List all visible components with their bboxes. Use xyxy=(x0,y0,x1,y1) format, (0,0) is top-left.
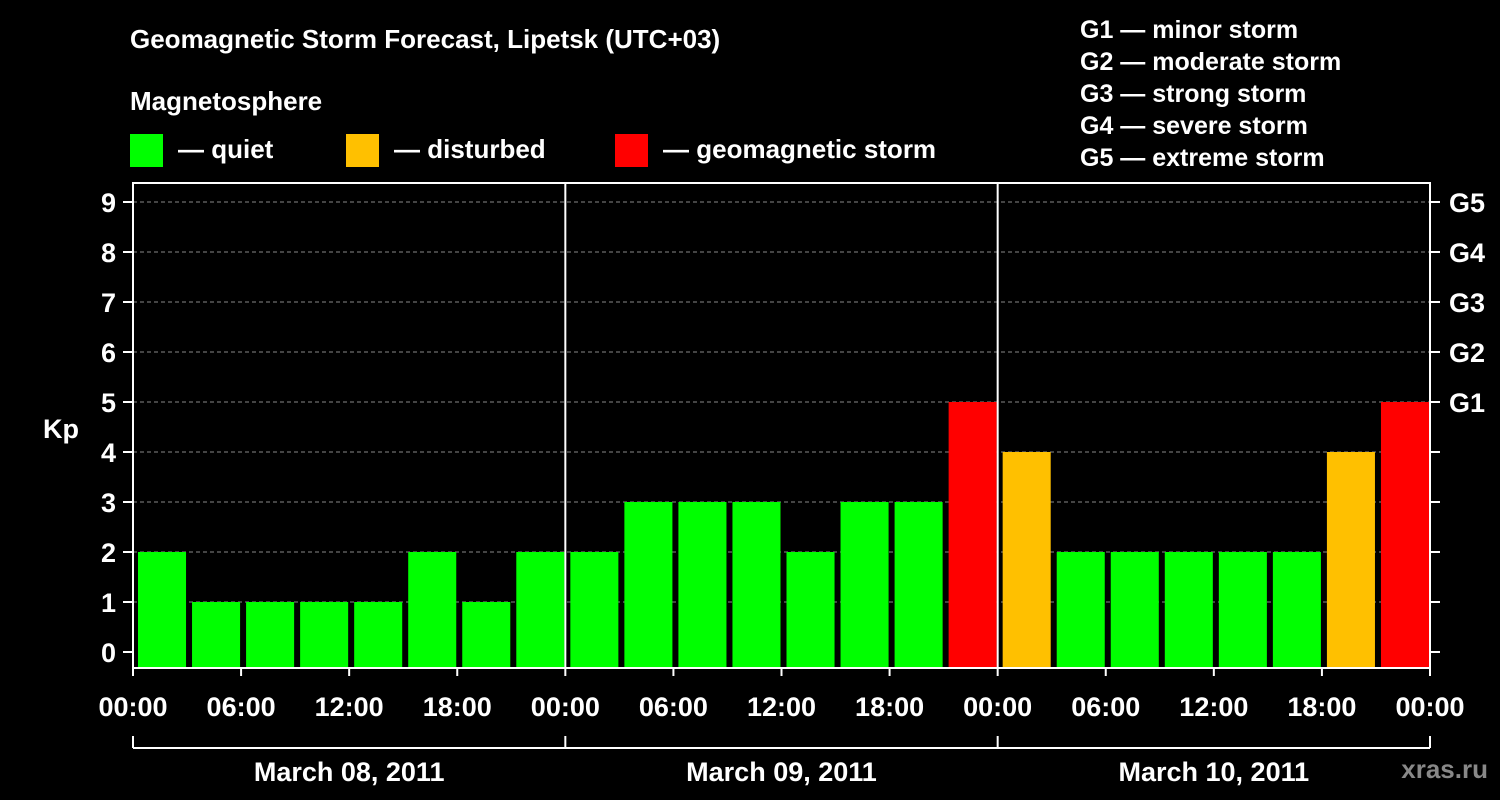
kp-bar xyxy=(1272,552,1321,668)
legend-label-disturbed: — disturbed xyxy=(394,134,546,164)
kp-bar xyxy=(354,602,403,668)
y-tick-label: 3 xyxy=(101,488,116,518)
kp-bar xyxy=(246,602,295,668)
chart-subtitle: Magnetosphere xyxy=(130,86,323,116)
legend-label-storm: — geomagnetic storm xyxy=(663,134,937,164)
y-tick-label: 0 xyxy=(101,638,116,668)
y-axis-label: Kp xyxy=(43,414,79,444)
x-tick-label: 06:00 xyxy=(207,692,276,722)
x-tick-label: 12:00 xyxy=(315,692,384,722)
legend-item-storm: — geomagnetic storm xyxy=(615,134,955,168)
y-tick-label: 7 xyxy=(101,288,116,318)
x-tick-label: 00:00 xyxy=(963,692,1032,722)
g-axis-label: G2 xyxy=(1449,338,1485,368)
chart-title: Geomagnetic Storm Forecast, Lipetsk (UTC… xyxy=(130,24,721,54)
x-tick-label: 00:00 xyxy=(531,692,600,722)
g-axis-label: G4 xyxy=(1449,238,1485,268)
x-tick-label: 06:00 xyxy=(639,692,708,722)
x-tick-label: 00:00 xyxy=(98,692,167,722)
x-tick-label: 12:00 xyxy=(1179,692,1248,722)
kp-bar xyxy=(894,502,943,668)
y-tick-label: 5 xyxy=(101,388,116,418)
kp-bar xyxy=(1380,402,1429,668)
g-axis-label: G3 xyxy=(1449,288,1485,318)
kp-bar xyxy=(462,602,511,668)
kp-bar xyxy=(1164,552,1213,668)
y-tick-label: 1 xyxy=(101,588,116,618)
kp-bar xyxy=(192,602,241,668)
kp-bar xyxy=(1110,552,1159,668)
kp-bar xyxy=(1056,552,1105,668)
y-tick-label: 8 xyxy=(101,238,116,268)
y-tick-label: 6 xyxy=(101,338,116,368)
legend-swatch-disturbed xyxy=(346,134,379,167)
kp-bar xyxy=(624,502,673,668)
legend-swatch-quiet xyxy=(130,134,163,167)
kp-bar xyxy=(1218,552,1267,668)
kp-bar xyxy=(516,552,565,668)
kp-bar xyxy=(1326,452,1375,668)
x-tick-label: 18:00 xyxy=(855,692,924,722)
g-level-g2: G2 — moderate storm xyxy=(1080,48,1342,76)
x-tick-label: 18:00 xyxy=(1287,692,1356,722)
g-level-g1: G1 — minor storm xyxy=(1080,16,1299,44)
kp-bar xyxy=(786,552,835,668)
kp-bar xyxy=(678,502,727,668)
kp-bar xyxy=(300,602,349,668)
legend-item-quiet: — quiet xyxy=(130,134,330,168)
y-tick-label: 9 xyxy=(101,188,116,218)
kp-bar xyxy=(948,402,997,668)
g-axis-label: G5 xyxy=(1449,188,1485,218)
day-label: March 10, 2011 xyxy=(1119,757,1310,787)
y-tick-label: 4 xyxy=(101,438,116,468)
day-label: March 09, 2011 xyxy=(686,757,877,787)
x-tick-label: 12:00 xyxy=(747,692,816,722)
y-tick-label: 2 xyxy=(101,538,116,568)
day-label: March 08, 2011 xyxy=(254,757,445,787)
legend-swatch-storm xyxy=(615,134,648,167)
legend-label-quiet: — quiet xyxy=(178,134,274,164)
kp-bar xyxy=(138,552,187,668)
g-level-g5: G5 — extreme storm xyxy=(1080,144,1325,172)
kp-bar xyxy=(840,502,889,668)
kp-bar xyxy=(732,502,781,668)
x-tick-label: 06:00 xyxy=(1071,692,1140,722)
legend-item-disturbed: — disturbed xyxy=(346,134,576,168)
g-level-g3: G3 — strong storm xyxy=(1080,80,1307,108)
g-level-legend: G1 — minor storm G2 — moderate storm G3 … xyxy=(1080,14,1341,174)
x-tick-label: 00:00 xyxy=(1395,692,1464,722)
x-tick-label: 18:00 xyxy=(423,692,492,722)
g-level-g4: G4 — severe storm xyxy=(1080,112,1308,140)
kp-bar xyxy=(1002,452,1051,668)
kp-bar xyxy=(570,552,619,668)
kp-bar xyxy=(408,552,457,668)
g-axis-label: G1 xyxy=(1449,388,1485,418)
watermark: xras.ru xyxy=(1401,754,1488,784)
